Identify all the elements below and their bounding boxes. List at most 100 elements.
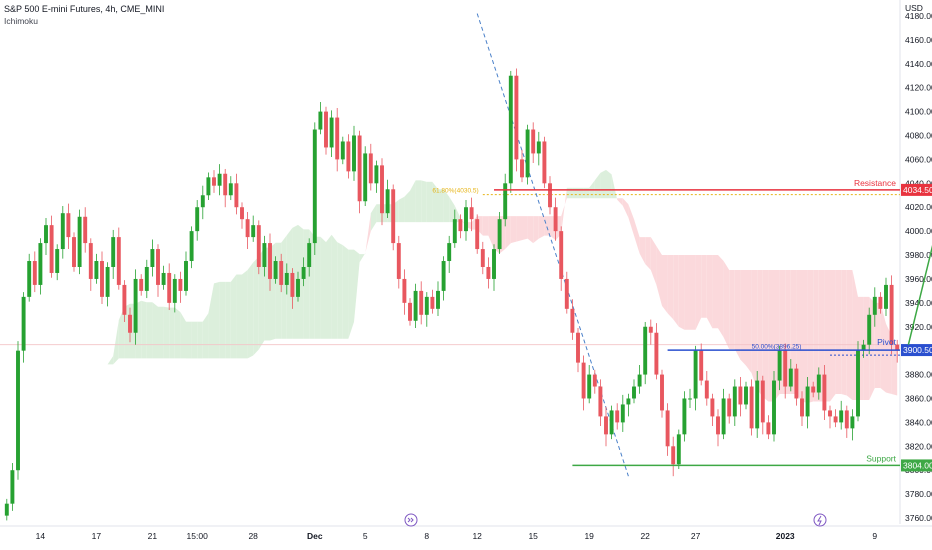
candle xyxy=(228,176,233,201)
cloud-segment xyxy=(790,269,797,394)
candle xyxy=(889,275,894,355)
cloud-segment xyxy=(337,242,343,339)
candle xyxy=(788,359,793,392)
candle xyxy=(542,136,547,189)
candle xyxy=(256,220,261,275)
candle xyxy=(861,339,866,358)
indicator-label[interactable]: Ichimoku xyxy=(4,16,39,26)
x-tick-label: 17 xyxy=(92,531,102,541)
candle xyxy=(128,307,132,343)
cloud-segment xyxy=(729,269,735,350)
cloud-segment xyxy=(841,269,847,396)
cloud-segment xyxy=(645,237,651,270)
candle xyxy=(856,341,860,422)
candle xyxy=(581,355,586,411)
candle xyxy=(749,379,754,436)
cloud-segment xyxy=(281,235,287,339)
candle xyxy=(833,409,838,428)
candle xyxy=(195,200,200,241)
candle xyxy=(279,253,284,293)
cloud-segment xyxy=(286,227,293,339)
cloud-segment xyxy=(404,190,410,223)
cloud-segment xyxy=(824,269,830,402)
cloud-segment xyxy=(146,302,153,359)
support-level[interactable]: Support 3804.00 xyxy=(572,453,932,472)
cloud-segment xyxy=(236,274,242,359)
projection-arrow xyxy=(907,244,932,345)
cloud-segment xyxy=(594,172,601,199)
pivot-badge xyxy=(901,344,932,357)
cloud-segment xyxy=(544,216,550,236)
candle xyxy=(49,215,54,278)
candle xyxy=(604,406,608,447)
candle xyxy=(21,292,26,363)
candle xyxy=(738,376,743,417)
lightning-event-icon[interactable] xyxy=(813,513,827,527)
candle xyxy=(88,238,93,291)
candle xyxy=(200,185,205,220)
cloud-segment xyxy=(314,236,321,339)
cloud-segment xyxy=(505,216,511,250)
pivot-level[interactable]: Pivot 3900.50 xyxy=(667,337,932,357)
y-tick-label: 4020.00 xyxy=(905,202,932,212)
candle xyxy=(592,369,597,394)
resistance-level[interactable]: Resistance 4034.50 xyxy=(494,178,932,196)
cloud-segment xyxy=(410,180,416,223)
cloud-segment xyxy=(180,312,186,359)
candle xyxy=(492,244,496,291)
candle xyxy=(223,168,228,208)
candle xyxy=(273,256,278,284)
candle xyxy=(346,134,351,179)
cloud-segment xyxy=(482,216,489,236)
cloud-segment xyxy=(561,187,567,235)
support-label: Support xyxy=(866,453,896,463)
candle xyxy=(380,158,384,226)
cloud-segment xyxy=(225,281,231,359)
candle xyxy=(486,257,491,289)
candle xyxy=(16,341,20,480)
y-tick-label: 4180.00 xyxy=(905,11,932,21)
candle xyxy=(32,251,37,293)
cloud-segment xyxy=(326,234,332,339)
cloud-segment xyxy=(662,255,668,314)
cloud-segment xyxy=(751,269,758,390)
candle xyxy=(503,173,508,227)
cloud-segment xyxy=(757,269,763,397)
cloud-segment xyxy=(421,180,427,223)
cloud-segment xyxy=(365,213,371,255)
candle xyxy=(189,226,194,269)
candle xyxy=(167,263,172,311)
x-tick-label: 27 xyxy=(691,531,701,541)
cloud-segment xyxy=(706,255,713,329)
cloud-segment xyxy=(606,169,612,199)
candle xyxy=(867,307,872,355)
candle xyxy=(755,370,760,438)
candle xyxy=(38,238,43,295)
event-marker-icon[interactable] xyxy=(404,513,418,527)
candle xyxy=(430,289,435,314)
candle xyxy=(105,262,110,307)
y-tick-label: 3840.00 xyxy=(905,417,932,427)
candle xyxy=(609,405,614,440)
candle xyxy=(744,381,748,410)
candle xyxy=(385,179,390,218)
resistance-label: Resistance xyxy=(854,178,896,188)
cloud-segment xyxy=(538,216,545,239)
candle xyxy=(839,400,844,430)
cloud-segment xyxy=(678,255,685,330)
candle xyxy=(508,70,513,193)
candle xyxy=(458,214,463,239)
candle xyxy=(548,176,552,215)
y-tick-label: 4100.00 xyxy=(905,107,932,117)
candle xyxy=(116,227,121,290)
y-tick-label: 3980.00 xyxy=(905,250,932,260)
cloud-segment xyxy=(113,320,119,365)
cloud-segment xyxy=(219,281,226,359)
candle xyxy=(122,280,127,322)
candle xyxy=(688,388,692,409)
cloud-segment xyxy=(667,255,674,320)
cloud-segment xyxy=(292,224,298,339)
candle xyxy=(531,122,536,163)
